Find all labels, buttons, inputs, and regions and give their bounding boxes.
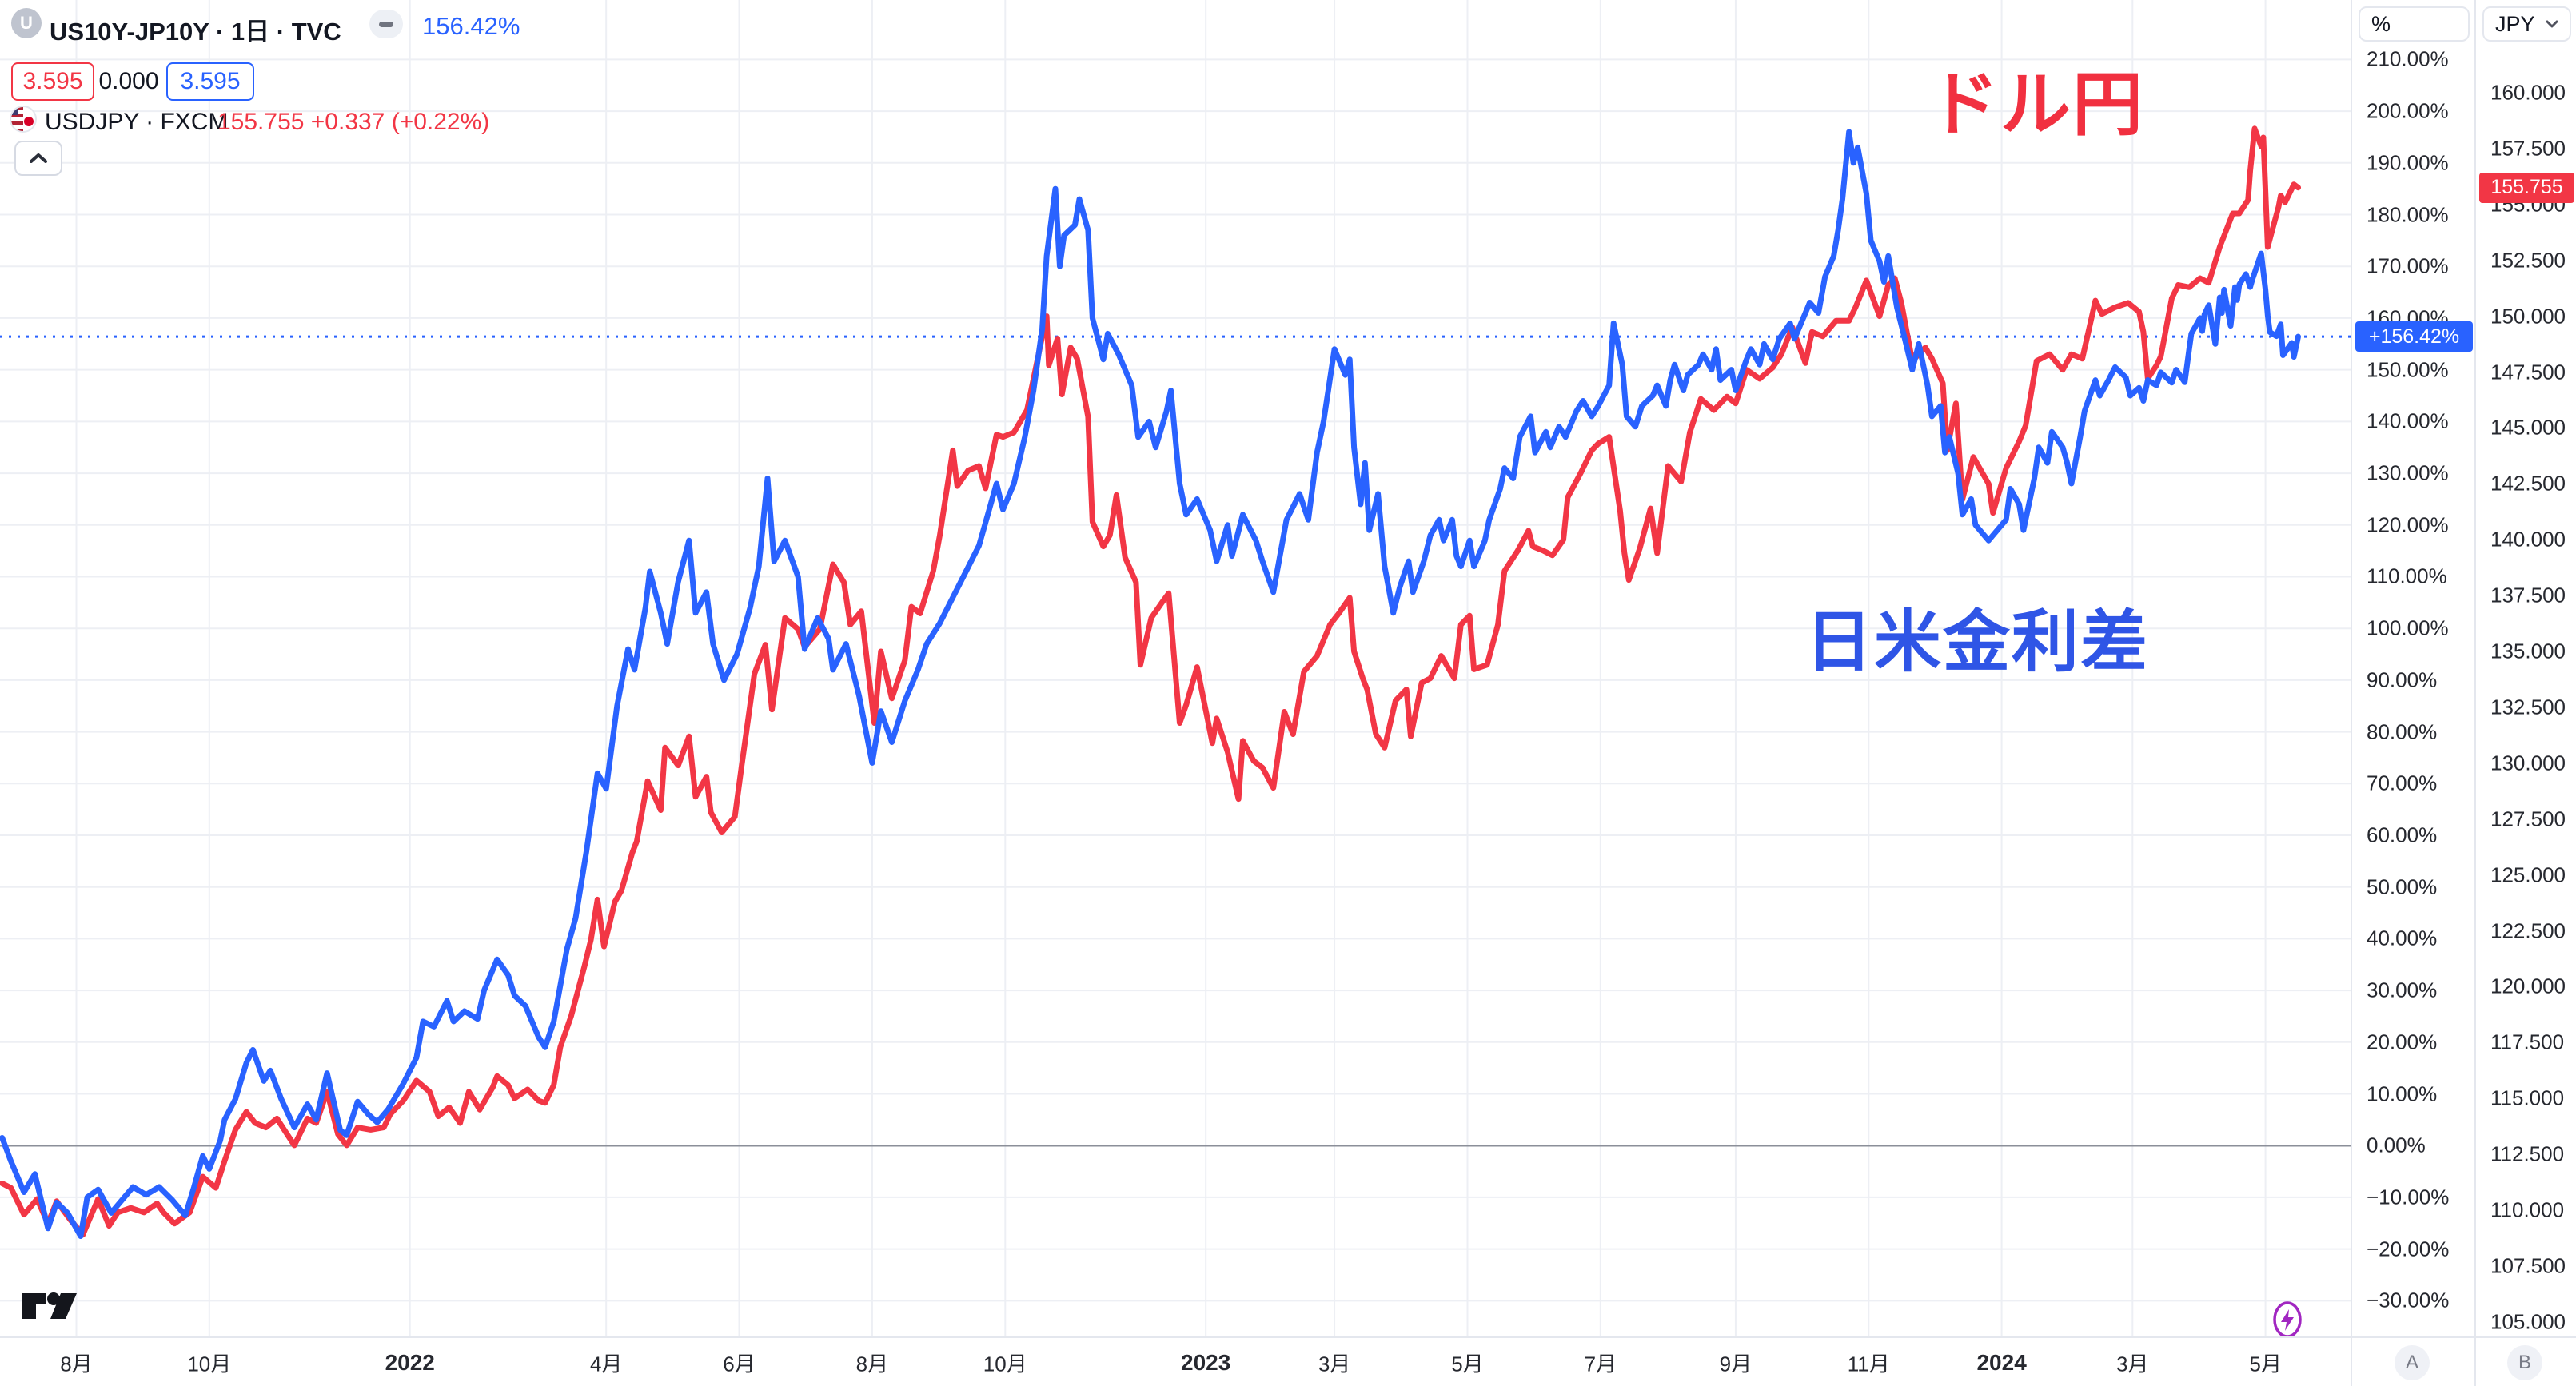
legend-collapse-button[interactable] [14,141,62,176]
time-tick-label: 4月 [589,1352,623,1376]
spread-annotation: 日米金利差 [1805,604,2150,679]
jpy-tick-label: 140.000 [2490,527,2566,552]
time-tick-label: 6月 [723,1352,756,1376]
tradingview-logo[interactable] [21,1290,88,1322]
jpy-tick-label: 112.500 [2490,1141,2565,1166]
percent-tick-label: −20.00% [2367,1237,2450,1261]
percent-tick-label: 20.00% [2367,1030,2438,1054]
dash-icon [379,21,393,27]
time-tick-label: 2022 [385,1350,435,1375]
time-tick-label: 7月 [1584,1352,1617,1376]
spread-line[interactable] [0,129,2301,1239]
percent-tick-label: 150.00% [2367,357,2449,382]
jpy-tick-label: 157.500 [2490,136,2566,161]
time-tick-label: 5月 [2249,1352,2282,1376]
jpy-tick-label: 130.000 [2490,751,2566,775]
jpy-tick-label: 115.000 [2490,1085,2565,1110]
percent-tick-label: −10.00% [2367,1185,2450,1209]
percent-tick-label: 120.00% [2367,512,2449,537]
jpy-tick-label: 110.000 [2490,1197,2565,1222]
jpy-tick-label: 120.000 [2490,974,2566,998]
jpy-tick-label: 150.000 [2490,304,2566,329]
percent-tick-label: 50.00% [2367,874,2438,899]
symbol-logo-icon: U [11,8,42,38]
jpy-tick-label: 137.500 [2490,583,2566,607]
usdjpy-flag-icon [10,106,37,133]
percent-tick-label: 30.00% [2367,978,2438,1002]
time-tick-label: 3月 [2116,1352,2149,1376]
percent-tick-label: 180.00% [2367,202,2449,227]
percent-tick-label: 10.00% [2367,1081,2438,1106]
jpy-tick-label: 125.000 [2490,862,2566,887]
jpy-tick-label: 145.000 [2490,415,2566,440]
usdjpy-annotation: ドル円 [1928,65,2145,144]
separator [2351,1338,2352,1386]
usdjpy-line[interactable] [0,125,2301,1238]
percent-tick-label: 140.00% [2367,408,2449,433]
percent-tick-label: 0.00% [2367,1133,2426,1157]
percent-tick-label: 60.00% [2367,822,2438,847]
scale-marker-a[interactable]: A [2395,1345,2430,1380]
jpy-tick-label: 147.500 [2490,360,2566,384]
value-box-close[interactable]: 3.595 [166,62,254,101]
jpy-scale-button[interactable]: JPY [2482,6,2571,42]
jpy-tick-label: 127.500 [2490,807,2566,831]
spread-value-badge: +156.42% [2355,321,2473,352]
time-tick-label: 11月 [1847,1352,1890,1376]
jpy-tick-label: 107.500 [2490,1253,2566,1278]
time-tick-label: 2024 [1976,1350,2027,1375]
jpy-tick-label: 105.000 [2490,1309,2566,1334]
time-tick-label: 8月 [855,1352,889,1376]
jpy-tick-label: 160.000 [2490,80,2566,105]
percent-tick-label: 80.00% [2367,719,2438,744]
scale-marker-b[interactable]: B [2507,1345,2542,1380]
jpy-tick-label: 135.000 [2490,639,2566,663]
legend-more-button[interactable] [369,10,403,38]
jpy-price-scale[interactable]: JPY 160.000 157.500 155.000 152.500 150.000 1… [2474,0,2576,1336]
percent-tick-label: 170.00% [2367,253,2449,278]
compare-symbol-quote: 155.755 +0.337 (+0.22%) [217,109,490,135]
percent-scale-button[interactable]: % [2359,6,2470,42]
jpy-tick-label: 142.500 [2490,471,2566,496]
symbol-title[interactable]: US10Y-JP10Y · 1日 · TVC [50,18,341,46]
percent-tick-label: 210.00% [2367,46,2449,71]
time-tick-label: 8月 [60,1352,93,1376]
chart-plot-area[interactable] [0,0,2351,1336]
separator [2474,1338,2476,1386]
percent-tick-label: 40.00% [2367,926,2438,950]
chevron-up-icon [30,153,47,163]
percent-tick-label: 70.00% [2367,771,2438,795]
percent-scale-label: % [2371,11,2391,36]
value-box-open[interactable]: 3.595 [11,62,94,101]
percent-tick-label: 110.00% [2367,564,2447,588]
time-tick-label: 10月 [187,1352,232,1376]
jpy-tick-label: 122.500 [2490,918,2566,943]
percent-tick-label: 100.00% [2367,615,2449,640]
time-tick-label: 3月 [1318,1352,1351,1376]
usdjpy-price-badge: 155.755 [2479,172,2574,203]
time-scale[interactable]: 8月 10月 2022 4月 6月 8月 10月 2023 3月 5月 7月 9月 11月 2024 3月 5… [0,1336,2576,1386]
percent-tick-label: 90.00% [2367,667,2438,692]
chevron-down-icon [2546,20,2558,28]
symbol-current-value: 156.42% [422,12,520,40]
jpy-tick-label: 132.500 [2490,695,2566,719]
percent-tick-label: 130.00% [2367,460,2449,485]
value-mid: 0.000 [98,68,159,94]
jpy-tick-label: 152.500 [2490,248,2566,273]
percent-tick-label: 190.00% [2367,150,2449,175]
time-tick-label: 9月 [1719,1352,1753,1376]
compare-symbol-title[interactable]: USDJPY · FXCM [45,109,229,135]
percent-tick-label: −30.00% [2367,1288,2450,1312]
time-tick-label: 2023 [1181,1350,1231,1375]
jpy-scale-label: JPY [2495,11,2535,36]
time-tick-label: 10月 [983,1352,1027,1376]
lightning-bolt-icon[interactable] [2267,1300,2307,1340]
percent-tick-label: 200.00% [2367,98,2449,123]
time-tick-label: 5月 [1451,1352,1484,1376]
jpy-tick-label: 117.500 [2490,1030,2565,1054]
